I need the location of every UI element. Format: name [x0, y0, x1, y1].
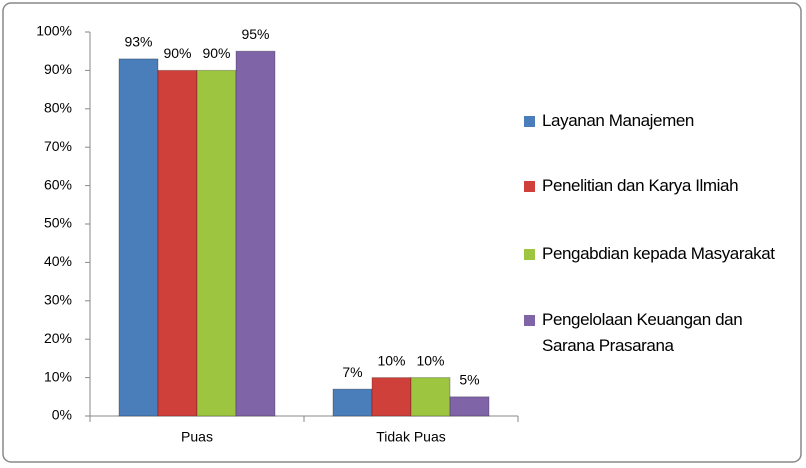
y-tick-label: 60%: [44, 176, 72, 192]
legend-item: Layanan Manajemen: [522, 108, 792, 134]
legend-item: Pengabdian kepada Masyarakat: [522, 241, 792, 267]
value-label: 90%: [163, 45, 191, 61]
y-tick-label: 70%: [44, 138, 72, 154]
y-tick-label: 80%: [44, 100, 72, 116]
legend-label: Pengelolaan Keuangan dan Sarana Prasaran…: [542, 310, 743, 355]
value-label: 93%: [124, 34, 152, 50]
legend-swatch: [524, 249, 535, 260]
legend-label: Penelitian dan Karya Ilmiah: [542, 176, 739, 195]
y-tick-label: 10%: [44, 368, 72, 384]
bar: [449, 396, 490, 417]
value-label: 95%: [241, 26, 269, 42]
value-label: 5%: [459, 372, 479, 388]
y-tick-label: 30%: [44, 292, 72, 308]
legend-swatch: [524, 181, 535, 192]
legend-label: Layanan Manajemen: [542, 111, 694, 130]
bar: [410, 377, 451, 417]
y-tick-label: 40%: [44, 253, 72, 269]
value-label: 10%: [377, 352, 405, 368]
y-tick-label: 50%: [44, 215, 72, 231]
y-tick-label: 100%: [36, 23, 72, 39]
bar: [371, 377, 412, 417]
legend-swatch: [524, 315, 535, 326]
legend-label: Pengabdian kepada Masyarakat: [542, 244, 775, 263]
value-label: 10%: [416, 352, 444, 368]
value-label: 7%: [342, 364, 362, 380]
bar: [118, 58, 159, 417]
x-tick-label: Puas: [181, 429, 213, 445]
legend-swatch: [524, 116, 535, 127]
y-tick-label: 90%: [44, 61, 72, 77]
y-tick-label: 0%: [52, 407, 72, 423]
bar: [157, 69, 198, 417]
legend-item: Penelitian dan Karya Ilmiah: [522, 173, 792, 199]
bar: [196, 69, 237, 417]
bar: [235, 50, 276, 417]
x-tick-label: Tidak Puas: [376, 429, 446, 445]
legend-item: Pengelolaan Keuangan dan Sarana Prasaran…: [522, 307, 792, 359]
bar: [332, 388, 373, 417]
value-label: 90%: [202, 45, 230, 61]
y-tick-label: 20%: [44, 330, 72, 346]
